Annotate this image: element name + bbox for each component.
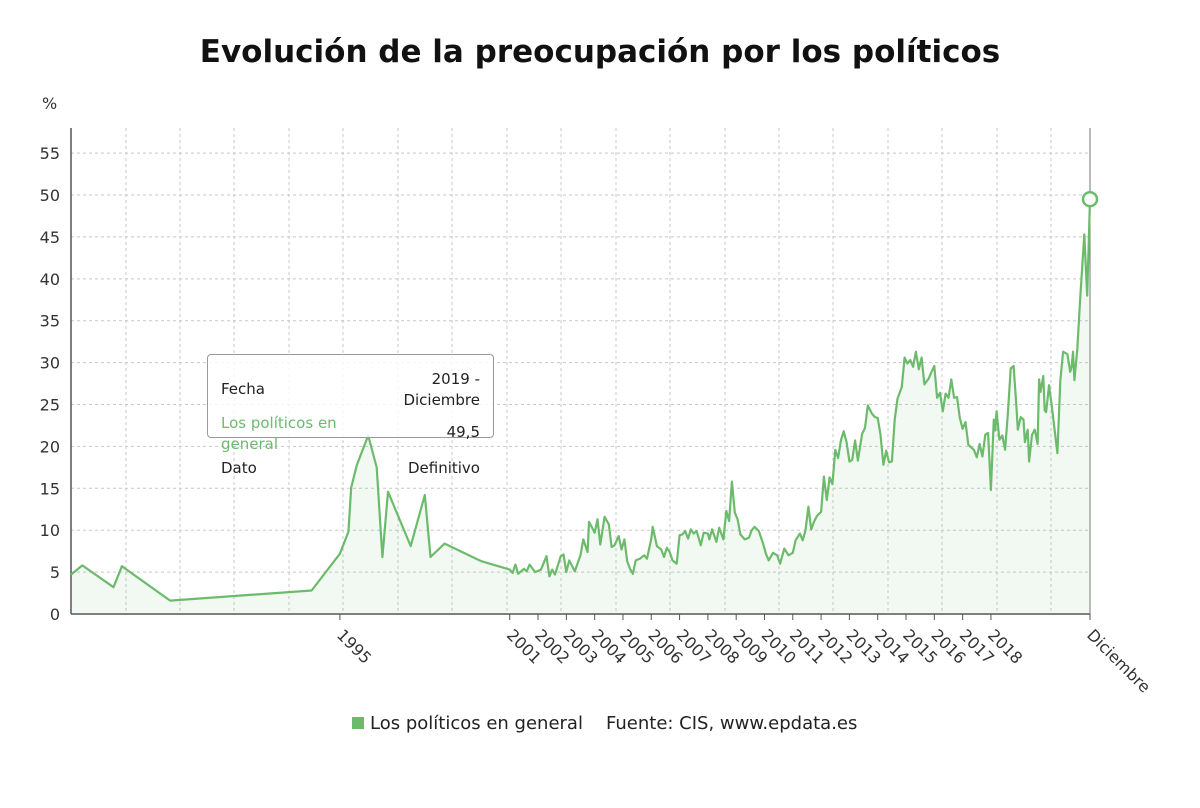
y-tick-label: 30 <box>40 354 60 373</box>
tooltip-status-value: Definitivo <box>407 459 480 477</box>
highlight-point <box>1081 190 1099 208</box>
y-tick-label: 40 <box>40 270 60 289</box>
x-tick-label: Diciembre <box>1083 625 1154 696</box>
series-line <box>70 199 1092 602</box>
series-area <box>71 199 1090 614</box>
legend-label: Los políticos en general <box>370 713 583 734</box>
source-note: Fuente: CIS, www.epdata.es <box>606 713 858 734</box>
tooltip-series-value: 49,5 <box>446 423 480 441</box>
y-tick-label: 55 <box>40 144 60 163</box>
y-tick-label: 10 <box>40 521 60 540</box>
y-axis-unit-label: % <box>42 94 58 113</box>
y-tick-label: 35 <box>40 312 60 331</box>
chart-legend[interactable]: Los políticos en general <box>352 713 583 734</box>
tooltip-status-key: Dato <box>221 459 257 477</box>
tooltip-date-key: Fecha <box>221 380 265 398</box>
data-tooltip: Fecha 2019 - Diciembre Los políticos en … <box>207 354 494 477</box>
tooltip-series-key: Los políticos en general <box>221 414 337 453</box>
y-tick-label: 50 <box>40 186 60 205</box>
y-tick-label: 20 <box>40 437 60 456</box>
y-tick-label: 25 <box>40 396 60 415</box>
y-tick-label: 15 <box>40 479 60 498</box>
chart-title: Evolución de la preocupación por los pol… <box>199 34 1001 70</box>
y-tick-label: 0 <box>50 605 60 624</box>
legend-swatch <box>352 717 364 729</box>
y-tick-label: 45 <box>40 228 60 247</box>
tooltip-date-value: 2019 - Diciembre <box>403 370 480 409</box>
y-tick-label: 5 <box>50 563 60 582</box>
x-tick-label: 1995 <box>333 625 375 667</box>
